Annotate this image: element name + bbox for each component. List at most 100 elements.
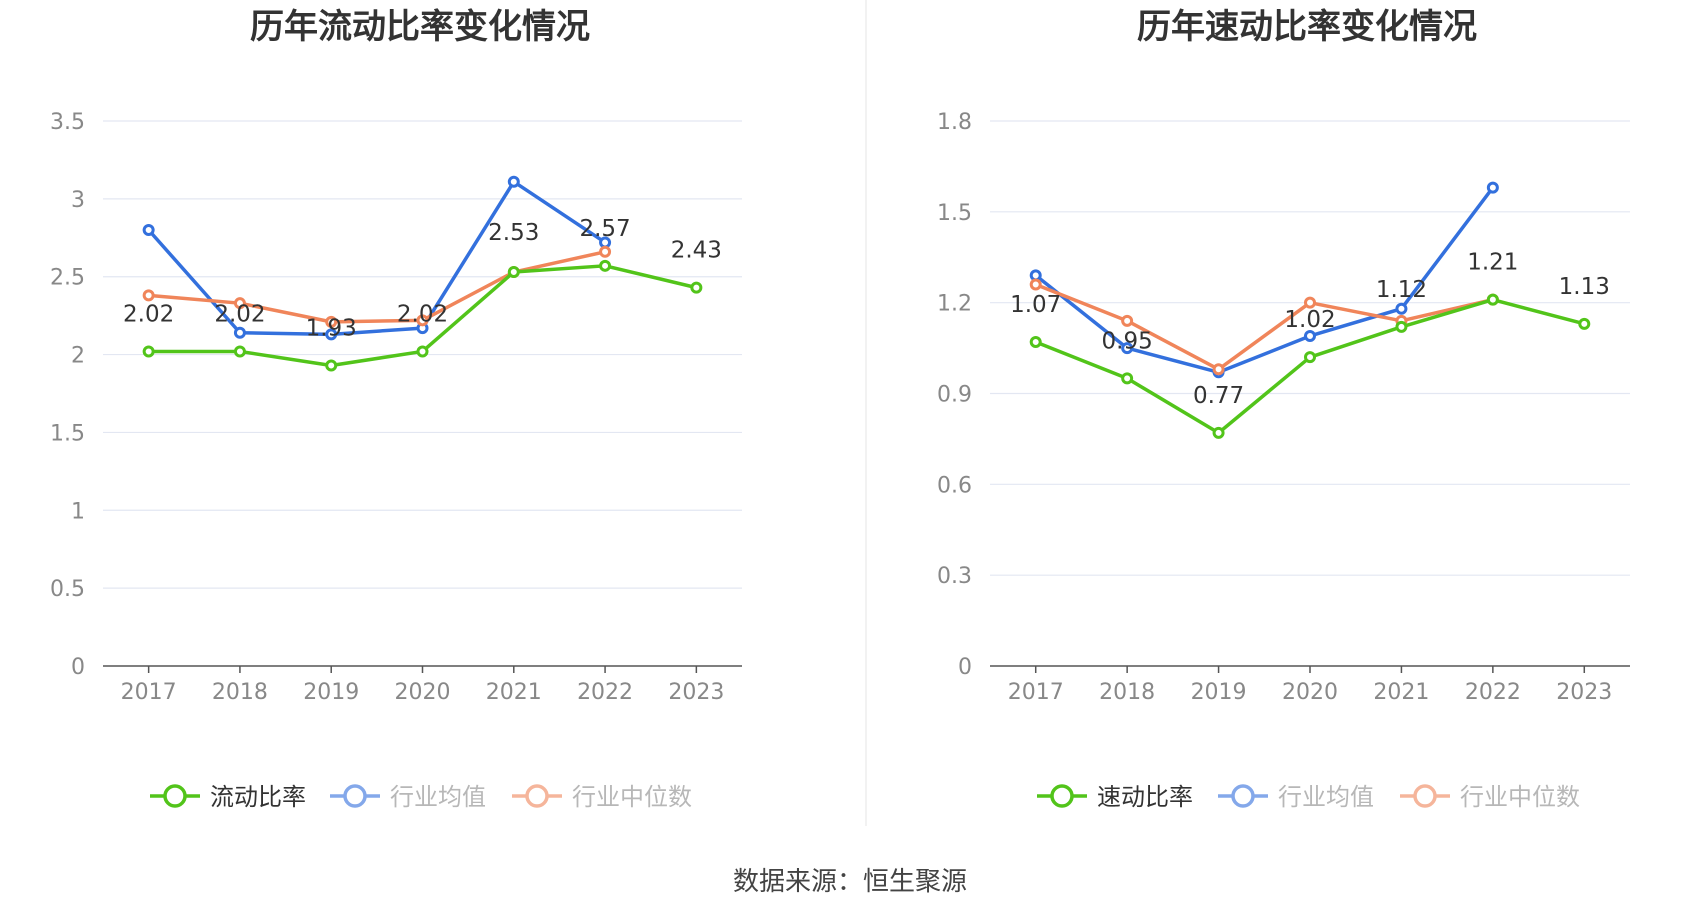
data-point-orange[interactable] xyxy=(233,297,246,310)
y-tick-label: 0.3 xyxy=(937,564,972,589)
data-point-blue[interactable] xyxy=(1395,302,1408,315)
series-line-blue xyxy=(1034,186,1495,375)
legend-marker-icon xyxy=(525,784,549,808)
data-label: 2.57 xyxy=(579,216,630,242)
x-tick-label: 2019 xyxy=(303,680,359,705)
data-label: 0.77 xyxy=(1193,383,1244,409)
y-tick-label: 1.5 xyxy=(50,421,85,446)
data-label: 1.93 xyxy=(306,315,357,341)
data-point-blue[interactable] xyxy=(233,326,246,339)
data-point-green[interactable] xyxy=(1121,372,1134,385)
x-tick-label: 2021 xyxy=(1373,680,1429,705)
data-point-blue[interactable] xyxy=(1304,329,1316,342)
series-line-blue xyxy=(147,179,607,337)
x-tick-label: 2019 xyxy=(1191,680,1247,705)
data-point-blue[interactable] xyxy=(507,175,520,188)
y-tick-label: 1.2 xyxy=(937,292,972,317)
data-point-orange[interactable] xyxy=(1029,278,1042,291)
y-tick-label: 0.9 xyxy=(937,383,972,408)
data-point-blue[interactable] xyxy=(1121,342,1134,355)
data-label: 2.02 xyxy=(397,301,448,327)
data-point-orange[interactable] xyxy=(1212,363,1225,376)
data-point-green[interactable] xyxy=(1304,351,1316,364)
legend-marker-icon xyxy=(1413,784,1437,808)
data-label: 1.13 xyxy=(1559,274,1610,300)
x-tick-label: 2023 xyxy=(1556,680,1612,705)
x-tick-label: 2020 xyxy=(1282,680,1338,705)
chart-title: 历年速动比率变化情况 xyxy=(1137,7,1477,47)
data-label: 1.07 xyxy=(1010,292,1061,318)
data-source-label: 数据来源：恒生聚源 xyxy=(733,867,967,897)
data-point-green[interactable] xyxy=(1578,317,1591,330)
data-point-orange[interactable] xyxy=(416,314,429,327)
x-tick-label: 2017 xyxy=(121,680,177,705)
legend-marker-icon xyxy=(1231,784,1255,808)
legend-label: 行业均值 xyxy=(1278,783,1374,811)
x-tick-label: 2020 xyxy=(395,680,451,705)
x-tick-label: 2018 xyxy=(212,680,268,705)
x-tick-label: 2021 xyxy=(486,680,542,705)
data-label: 2.02 xyxy=(214,301,265,327)
y-tick-label: 3.5 xyxy=(50,110,85,135)
data-point-blue[interactable] xyxy=(142,224,155,236)
legend-item-orange[interactable]: 行业中位数 xyxy=(1400,783,1580,811)
series-line-orange xyxy=(148,250,606,324)
data-label: 2.43 xyxy=(671,238,722,264)
chart-title: 历年流动比率变化情况 xyxy=(250,7,590,47)
y-tick-label: 0 xyxy=(958,655,972,680)
data-point-blue[interactable] xyxy=(1486,181,1499,194)
data-point-green[interactable] xyxy=(1029,336,1042,349)
y-tick-label: 0.6 xyxy=(937,473,972,498)
data-point-green[interactable] xyxy=(233,345,246,358)
data-point-orange[interactable] xyxy=(599,245,612,258)
y-tick-label: 1.5 xyxy=(937,201,972,226)
y-tick-label: 0.5 xyxy=(50,577,85,602)
x-tick-label: 2017 xyxy=(1008,680,1064,705)
legend-marker-icon xyxy=(343,784,367,808)
y-tick-label: 1.8 xyxy=(937,110,972,135)
legend-item-green[interactable]: 速动比率 xyxy=(1037,783,1193,811)
legend-item-blue[interactable]: 行业均值 xyxy=(330,783,486,811)
y-tick-label: 2.5 xyxy=(50,266,85,291)
data-point-orange[interactable] xyxy=(1121,314,1134,327)
x-tick-label: 2023 xyxy=(668,680,724,705)
data-label: 1.21 xyxy=(1467,250,1518,276)
series-line-orange xyxy=(1035,282,1494,372)
legend-item-green[interactable]: 流动比率 xyxy=(150,783,306,811)
legend-marker-icon xyxy=(1050,784,1074,808)
data-label: 2.02 xyxy=(123,301,174,327)
data-point-orange[interactable] xyxy=(1304,296,1316,309)
data-point-green[interactable] xyxy=(325,359,338,372)
data-label: 1.02 xyxy=(1284,307,1335,333)
data-point-green[interactable] xyxy=(507,266,520,279)
y-tick-label: 0 xyxy=(71,655,85,680)
data-point-green[interactable] xyxy=(1486,293,1499,306)
data-label: 0.95 xyxy=(1102,328,1153,354)
data-label: 2.53 xyxy=(488,220,539,246)
legend-item-blue[interactable]: 行业均值 xyxy=(1218,783,1374,811)
legend-item-orange[interactable]: 行业中位数 xyxy=(512,783,692,811)
data-point-blue[interactable] xyxy=(325,328,338,341)
data-point-green[interactable] xyxy=(142,345,155,358)
y-tick-label: 2 xyxy=(71,344,85,369)
data-point-green[interactable] xyxy=(1395,320,1408,333)
legend-label: 行业中位数 xyxy=(1460,783,1580,811)
x-tick-label: 2022 xyxy=(1465,680,1521,705)
data-point-green[interactable] xyxy=(599,259,612,272)
legend-label: 行业中位数 xyxy=(572,783,692,811)
legend-label: 流动比率 xyxy=(210,783,306,811)
data-point-green[interactable] xyxy=(1212,426,1225,439)
data-point-orange[interactable] xyxy=(325,315,338,328)
x-tick-label: 2018 xyxy=(1099,680,1155,705)
x-tick-label: 2022 xyxy=(577,680,633,705)
legend-marker-icon xyxy=(163,784,187,808)
legend-label: 速动比率 xyxy=(1097,783,1193,811)
data-point-green[interactable] xyxy=(690,281,703,294)
legend-label: 行业均值 xyxy=(390,783,486,811)
y-tick-label: 3 xyxy=(71,188,85,213)
data-point-orange[interactable] xyxy=(142,289,155,302)
data-point-green[interactable] xyxy=(416,345,429,358)
y-tick-label: 1 xyxy=(71,499,85,524)
